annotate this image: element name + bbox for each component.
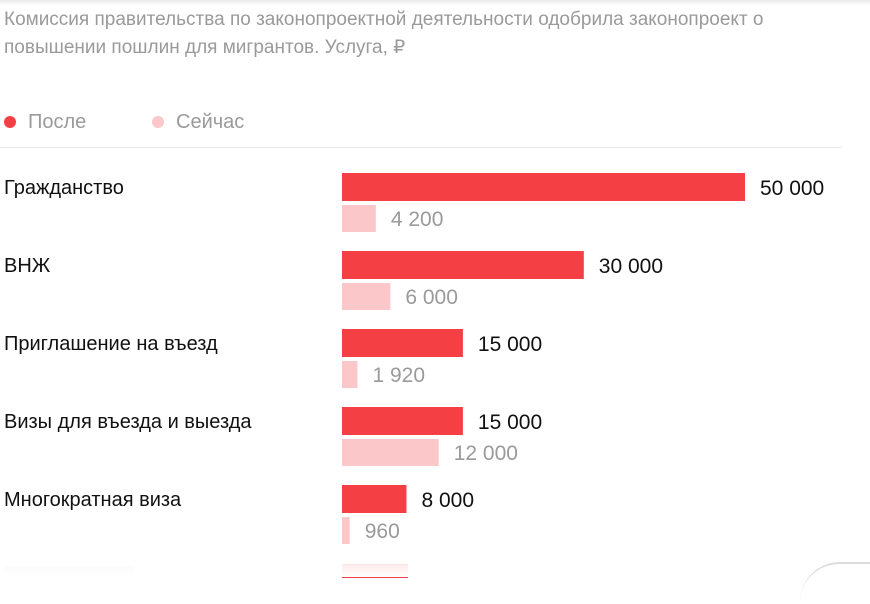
legend-label-after: После — [28, 110, 87, 133]
category-label-1: ВНЖ — [4, 255, 51, 277]
bar-chart: Гражданство 50 000 4 200 ВНЖ 30 000 6 000 Приг… — [4, 173, 824, 578]
bar-after-0 — [342, 173, 745, 201]
legend-dot-after — [4, 116, 16, 128]
legend-item-now: Сейчас — [152, 108, 244, 136]
legend-divider — [0, 147, 842, 148]
category-label-3: Визы для въезда и выезда — [4, 411, 252, 433]
value-label-now-3: 12 000 — [454, 442, 518, 465]
value-label-now-4: 960 — [365, 520, 400, 543]
bar-after-2 — [342, 329, 463, 357]
bottom-fade — [0, 555, 870, 577]
bar-after-4 — [342, 485, 407, 513]
category-label-2: Приглашение на въезд — [4, 333, 218, 355]
value-label-after-0: 50 000 — [760, 177, 824, 200]
legend-dot-now — [152, 116, 164, 128]
bar-now-0 — [342, 205, 376, 232]
value-label-now-0: 4 200 — [391, 208, 444, 231]
bar-now-1 — [342, 283, 391, 310]
legend-label-now: Сейчас — [176, 110, 245, 133]
bar-after-3 — [342, 407, 463, 435]
category-label-4: Многократная виза — [4, 489, 182, 511]
value-label-now-1: 6 000 — [405, 286, 458, 309]
chart-subtitle: Комиссия правительства по законопроектно… — [4, 9, 764, 58]
top-border — [0, 0, 870, 5]
value-label-after-3: 15 000 — [478, 411, 542, 434]
bar-after-1 — [342, 251, 584, 279]
bar-now-3 — [342, 439, 439, 466]
value-label-after-1: 30 000 — [599, 255, 663, 278]
legend-item-after: После — [4, 108, 86, 136]
category-label-0: Гражданство — [4, 177, 124, 199]
bar-now-2 — [342, 361, 358, 388]
value-label-after-2: 15 000 — [478, 333, 542, 356]
value-label-after-4: 8 000 — [421, 489, 474, 512]
bar-now-4 — [342, 517, 350, 544]
value-label-now-2: 1 920 — [372, 364, 425, 387]
